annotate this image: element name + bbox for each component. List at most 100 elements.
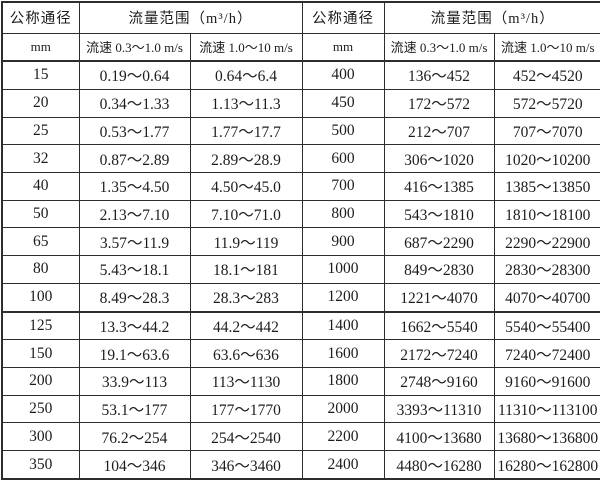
right-diameter-cell: 1200 — [301, 282, 385, 313]
right-diameter-cell: 600 — [301, 144, 385, 173]
left-flow-high-cell: 18.1～181 — [189, 255, 303, 284]
table-row: 200 33.9～113 113～1130 1800 2748～9160 916… — [1, 367, 600, 396]
right-diameter-cell: 1400 — [301, 311, 385, 341]
right-flow-low-cell: 172～572 — [383, 88, 495, 118]
table-row: 250 53.1～177 177～1770 2000 3393～11310 11… — [1, 394, 600, 424]
right-flow-high-cell: 16280～162800 — [493, 450, 600, 480]
left-diameter-cell: 350 — [1, 450, 80, 480]
left-diameter-cell: 50 — [1, 199, 80, 229]
table-row: 20 0.34～1.33 1.13～11.3 450 172～572 572～5… — [1, 88, 600, 118]
right-flow-high-cell: 2830～28300 — [493, 255, 600, 284]
left-flow-low-cell: 0.53～1.77 — [78, 116, 191, 146]
left-diameter-cell: 32 — [1, 144, 80, 173]
right-flow-low-cell: 849～2830 — [383, 255, 495, 284]
left-flow-low-cell: 76.2～254 — [78, 422, 191, 452]
left-flow-high-cell: 1.77～17.7 — [189, 116, 303, 146]
left-diameter-cell: 40 — [1, 171, 80, 201]
right-flow-low-cell: 136～452 — [383, 60, 495, 90]
left-flow-low-cell: 8.49～28.3 — [78, 282, 191, 313]
right-high-velocity-header: 流速 1.0～10 m/s — [493, 32, 600, 62]
left-diameter-cell: 200 — [1, 367, 80, 396]
left-diameter-cell: 100 — [1, 282, 80, 313]
left-nominal-diameter-header: 公称通径 — [1, 1, 80, 34]
right-flow-high-cell: 7240～72400 — [493, 339, 600, 369]
right-diameter-cell: 400 — [301, 60, 385, 90]
right-flow-high-cell: 452～4520 — [493, 60, 600, 90]
left-flow-low-cell: 3.57～11.9 — [78, 227, 191, 257]
left-low-velocity-header: 流速 0.3～1.0 m/s — [78, 32, 191, 62]
left-unit-header: mm — [1, 32, 80, 62]
left-flow-high-cell: 0.64～6.4 — [189, 60, 303, 90]
left-diameter-cell: 20 — [1, 88, 80, 118]
table-row: 150 19.1～63.6 63.6～636 1600 2172～7240 72… — [1, 339, 600, 369]
left-diameter-cell: 15 — [1, 60, 80, 90]
right-flow-high-cell: 4070～40700 — [493, 282, 600, 313]
right-flow-range-header: 流量范围（m³/h） — [383, 1, 600, 34]
table-row: 80 5.43～18.1 18.1～181 1000 849～2830 2830… — [1, 255, 600, 284]
left-flow-low-cell: 0.19～0.64 — [78, 60, 191, 90]
left-flow-high-cell: 4.50～45.0 — [189, 171, 303, 201]
right-flow-high-cell: 707～7070 — [493, 116, 600, 146]
right-diameter-cell: 500 — [301, 116, 385, 146]
left-flow-high-cell: 63.6～636 — [189, 339, 303, 369]
right-diameter-cell: 2200 — [301, 422, 385, 452]
right-flow-low-cell: 2748～9160 — [383, 367, 495, 396]
right-flow-low-cell: 543～1810 — [383, 199, 495, 229]
right-flow-high-cell: 572～5720 — [493, 88, 600, 118]
left-flow-low-cell: 13.3～44.2 — [78, 311, 191, 341]
right-flow-high-cell: 1810～18100 — [493, 199, 600, 229]
table-row: 100 8.49～28.3 28.3～283 1200 1221～4070 40… — [1, 282, 600, 313]
table-row: 32 0.87～2.89 2.89～28.9 600 306～1020 1020… — [1, 144, 600, 173]
left-flow-low-cell: 19.1～63.6 — [78, 339, 191, 369]
left-diameter-cell: 300 — [1, 422, 80, 452]
table-row: 350 104～346 346～3460 2400 4480～16280 162… — [1, 450, 600, 480]
left-diameter-cell: 150 — [1, 339, 80, 369]
left-flow-high-cell: 28.3～283 — [189, 282, 303, 313]
left-flow-high-cell: 346～3460 — [189, 450, 303, 480]
left-flow-range-header: 流量范围（m³/h） — [78, 1, 303, 34]
left-flow-low-cell: 2.13～7.10 — [78, 199, 191, 229]
left-flow-high-cell: 113～1130 — [189, 367, 303, 396]
right-diameter-cell: 900 — [301, 227, 385, 257]
right-diameter-cell: 2000 — [301, 394, 385, 424]
left-flow-low-cell: 0.87～2.89 — [78, 144, 191, 173]
right-diameter-cell: 1000 — [301, 255, 385, 284]
right-nominal-diameter-header: 公称通径 — [301, 1, 385, 34]
right-flow-high-cell: 1385～13850 — [493, 171, 600, 201]
table-row: 125 13.3～44.2 44.2～442 1400 1662～5540 55… — [1, 311, 600, 341]
right-flow-high-cell: 1020～10200 — [493, 144, 600, 173]
left-flow-high-cell: 254～2540 — [189, 422, 303, 452]
left-diameter-cell: 250 — [1, 394, 80, 424]
right-flow-low-cell: 212～707 — [383, 116, 495, 146]
table-row: 40 1.35～4.50 4.50～45.0 700 416～1385 1385… — [1, 171, 600, 201]
left-flow-low-cell: 5.43～18.1 — [78, 255, 191, 284]
right-flow-low-cell: 1662～5540 — [383, 311, 495, 341]
table-row: 300 76.2～254 254～2540 2200 4100～13680 13… — [1, 422, 600, 452]
right-flow-low-cell: 687～2290 — [383, 227, 495, 257]
right-flow-low-cell: 306～1020 — [383, 144, 495, 173]
right-flow-low-cell: 4480～16280 — [383, 450, 495, 480]
left-flow-low-cell: 0.34～1.33 — [78, 88, 191, 118]
left-flow-high-cell: 177～1770 — [189, 394, 303, 424]
left-flow-high-cell: 11.9～119 — [189, 227, 303, 257]
left-diameter-cell: 125 — [1, 311, 80, 341]
right-flow-high-cell: 5540～55400 — [493, 311, 600, 341]
right-flow-high-cell: 11310～113100 — [493, 394, 600, 424]
right-flow-low-cell: 4100～13680 — [383, 422, 495, 452]
right-diameter-cell: 2400 — [301, 450, 385, 480]
left-diameter-cell: 25 — [1, 116, 80, 146]
table-row: 15 0.19～0.64 0.64～6.4 400 136～452 452～45… — [1, 60, 600, 90]
left-flow-low-cell: 33.9～113 — [78, 367, 191, 396]
right-diameter-cell: 1600 — [301, 339, 385, 369]
right-flow-low-cell: 2172～7240 — [383, 339, 495, 369]
left-flow-high-cell: 44.2～442 — [189, 311, 303, 341]
right-flow-low-cell: 416～1385 — [383, 171, 495, 201]
right-low-velocity-header: 流速 0.3～1.0 m/s — [383, 32, 495, 62]
table-header-row-span: 公称通径 流量范围（m³/h） 公称通径 流量范围（m³/h） — [1, 1, 600, 34]
right-diameter-cell: 800 — [301, 199, 385, 229]
right-diameter-cell: 450 — [301, 88, 385, 118]
right-unit-header: mm — [301, 32, 385, 62]
table-header-row-units: mm 流速 0.3～1.0 m/s 流速 1.0～10 m/s mm 流速 0.… — [1, 32, 600, 62]
